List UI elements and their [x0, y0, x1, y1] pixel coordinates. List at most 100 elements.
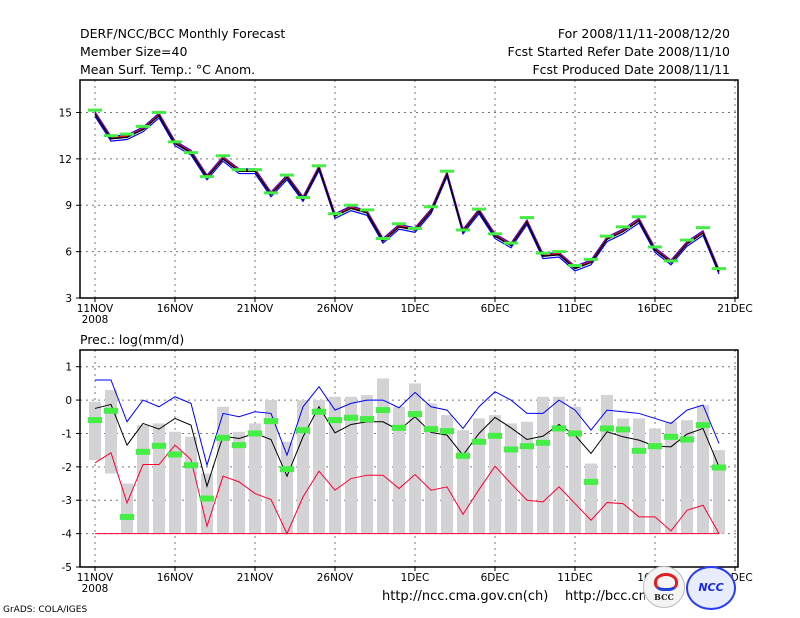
obs-marker	[200, 175, 214, 179]
ncc-logo-text: NCC	[698, 581, 724, 594]
bcc-url[interactable]: http://bcc.cma.gov.cn	[565, 589, 645, 604]
forecast-period: For 2008/11/11-2008/12/20	[557, 26, 730, 41]
obs-marker	[232, 442, 246, 449]
obs-marker	[264, 418, 278, 425]
bcc-logo-text: BCC	[654, 592, 674, 602]
obs-marker	[280, 173, 294, 177]
upper-spread-line	[94, 111, 720, 270]
obs-marker	[712, 464, 726, 471]
obs-marker	[408, 411, 422, 418]
obs-marker	[280, 466, 294, 473]
obs-marker	[184, 462, 198, 469]
obs-marker	[536, 251, 550, 255]
obs-marker	[520, 443, 534, 450]
obs-marker	[712, 267, 726, 271]
spread-bar	[105, 390, 117, 474]
obs-marker	[456, 452, 470, 459]
obs-marker	[152, 110, 166, 114]
precip-label: Prec.: log(mm/d)	[80, 332, 185, 347]
y-tick-label: -1	[62, 428, 72, 440]
obs-marker	[648, 443, 662, 450]
plot-frame	[79, 349, 739, 568]
obs-marker	[120, 513, 134, 520]
x-tick-label: 16DEC	[637, 303, 672, 315]
mean-line	[94, 113, 720, 273]
obs-marker	[632, 447, 646, 454]
obs-marker	[568, 430, 582, 437]
x-tick-label: 26NOV	[317, 572, 354, 584]
obs-marker	[504, 241, 518, 245]
spread-bar	[137, 425, 149, 534]
spread-bar	[361, 395, 373, 534]
spread-bar	[409, 383, 421, 534]
spread-bar	[377, 378, 389, 534]
spread-bar	[393, 406, 405, 534]
y-tick-label: -4	[62, 529, 73, 541]
obs-marker	[312, 408, 326, 415]
obs-marker	[152, 442, 166, 449]
obs-marker	[472, 438, 486, 445]
spread-bar	[633, 418, 645, 534]
obs-marker	[440, 428, 454, 435]
x-tick-label: 21DEC	[717, 303, 752, 315]
obs-marker	[552, 250, 566, 254]
spread-bar	[713, 450, 725, 534]
obs-marker	[392, 424, 406, 431]
obs-marker	[408, 226, 422, 230]
x-tick-label: 11NOV	[77, 303, 114, 315]
obs-marker	[520, 216, 534, 220]
obs-marker	[392, 222, 406, 226]
obs-marker	[360, 208, 374, 212]
obs-marker	[248, 168, 262, 172]
obs-marker	[696, 226, 710, 230]
ncc-logo: NCC	[686, 566, 736, 610]
year-label: 2008	[82, 314, 109, 326]
start-date: Fcst Started Refer Date 2008/11/10	[507, 44, 731, 59]
obs-marker	[616, 426, 630, 433]
x-tick-label: 11NOV	[77, 572, 114, 584]
obs-marker	[600, 425, 614, 432]
y-tick-label: 9	[65, 200, 72, 212]
x-tick-label: 6DEC	[481, 572, 510, 584]
obs-marker	[184, 151, 198, 155]
y-tick-label: 15	[59, 107, 72, 119]
spread-bar	[249, 423, 261, 534]
mean-line	[94, 403, 720, 489]
ncc-url[interactable]: http://ncc.cma.gov.cn(ch)	[382, 589, 549, 604]
obs-marker	[664, 259, 678, 263]
obs-marker	[440, 169, 454, 173]
x-tick-label: 21NOV	[237, 303, 274, 315]
obs-marker	[344, 414, 358, 421]
obs-marker	[232, 168, 246, 172]
x-tick-label: 16NOV	[157, 572, 194, 584]
obs-marker	[584, 257, 598, 261]
spread-bar	[297, 400, 309, 534]
min-line	[94, 444, 720, 535]
obs-marker	[216, 434, 230, 441]
y-tick-label: 1	[65, 362, 72, 374]
obs-marker	[424, 426, 438, 433]
obs-marker	[88, 417, 102, 424]
upper-inner-line	[94, 112, 720, 271]
obs-marker	[296, 427, 310, 434]
spread-bar	[537, 396, 549, 534]
x-tick-label: 26NOV	[317, 303, 354, 315]
spread-bar	[441, 415, 453, 534]
obs-marker	[168, 140, 182, 144]
year-label: 2008	[82, 583, 109, 595]
y-tick-label: -5	[62, 562, 72, 574]
y-tick-label: -3	[62, 495, 72, 507]
obs-marker	[328, 212, 342, 216]
obs-marker	[312, 164, 326, 168]
spread-bar	[169, 431, 181, 534]
spread-bar	[697, 405, 709, 534]
obs-marker	[136, 448, 150, 455]
spread-bar	[457, 430, 469, 534]
obs-marker	[136, 124, 150, 128]
y-tick-label: 6	[65, 247, 72, 259]
max-line	[95, 379, 720, 468]
obs-marker	[168, 451, 182, 458]
obs-marker	[296, 196, 310, 200]
obs-marker	[472, 207, 486, 211]
spread-bar	[569, 406, 581, 534]
